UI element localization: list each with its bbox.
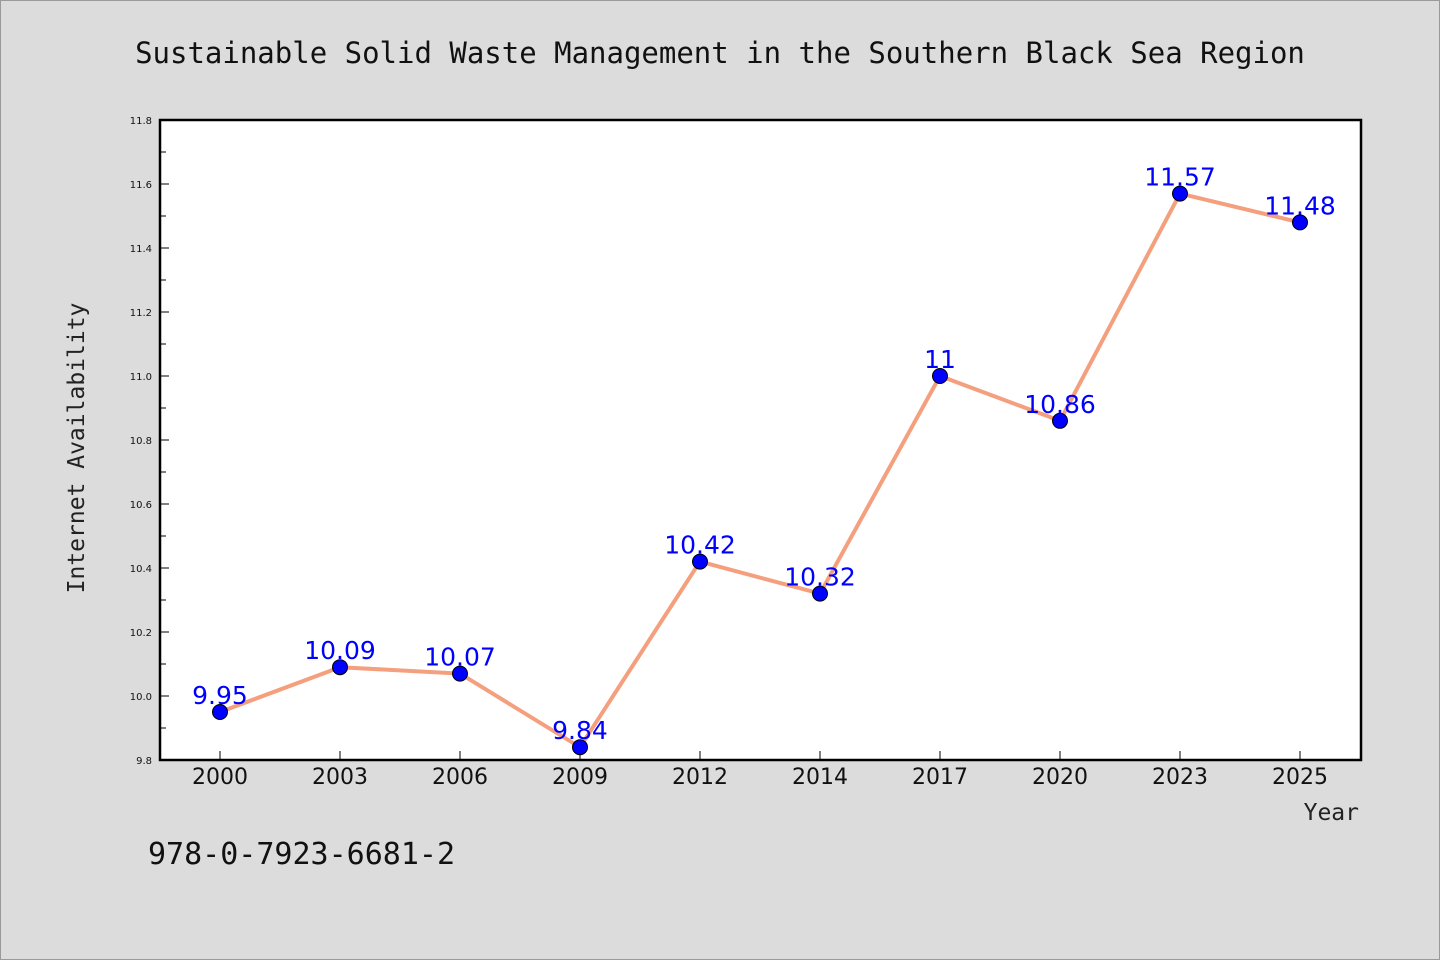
y-tick-label: 11.4 [130, 244, 152, 255]
x-tick-label: 2014 [792, 765, 848, 790]
y-tick-label: 10.2 [130, 628, 152, 639]
data-point [212, 704, 228, 720]
data-label: 11.57 [1144, 163, 1216, 192]
series-line [218, 191, 1302, 750]
y-tick-label: 10.4 [130, 564, 152, 575]
data-point [572, 739, 588, 756]
x-tick-label: 2012 [672, 765, 728, 790]
data-label: 9.95 [192, 681, 248, 710]
data-label: 9.84 [552, 716, 608, 745]
data-point [1292, 214, 1308, 231]
y-tick-label: 10.0 [130, 692, 152, 703]
y-tick-label: 11.8 [130, 116, 152, 127]
data-point [1172, 185, 1188, 202]
data-labels: 9.95 10.09 10.07 9.84 10.42 10.32 11 10.86 11.57… [192, 163, 1336, 746]
x-tick-label: 2020 [1032, 765, 1088, 790]
x-tick-label: 2000 [192, 765, 248, 790]
y-tick-label: 11.2 [130, 308, 152, 319]
x-axis: 2000 2003 2006 2009 2012 2014 2017 2020 2023 2025 [192, 751, 1328, 790]
x-tick-label: 2023 [1152, 765, 1208, 790]
data-point [1052, 412, 1068, 429]
y-tick-label: 9.8 [136, 756, 152, 767]
data-label: 11.48 [1264, 191, 1336, 220]
data-label: 10.42 [664, 531, 736, 560]
x-tick-label: 2003 [312, 765, 368, 790]
data-point [932, 368, 948, 384]
x-tick-label: 2006 [432, 765, 488, 790]
data-label: 10.09 [304, 636, 376, 665]
chart-title: Sustainable Solid Waste Management in th… [135, 36, 1305, 70]
y-tick-label: 10.8 [130, 436, 152, 447]
x-axis-title: Year [1304, 800, 1359, 826]
y-axis-title: Internet Availability [64, 303, 90, 594]
y-tick-label: 11.6 [130, 180, 152, 191]
data-label: 10.86 [1024, 390, 1096, 419]
y-tick-label: 11.0 [130, 372, 152, 383]
data-point [692, 553, 708, 570]
data-point [812, 585, 828, 602]
data-label: 10.07 [424, 643, 496, 672]
y-tick-label: 10.6 [130, 500, 152, 511]
data-point [452, 665, 468, 682]
y-axis: 9.8 10.0 10.2 10.4 10.6 10.8 11.0 11.2 11.4 11.6 1… [130, 116, 169, 767]
footnote-code: 978-0-7923-6681-2 [148, 837, 455, 872]
plot-border [158, 118, 1363, 762]
data-label: 10.32 [784, 563, 856, 592]
x-tick-label: 2017 [912, 765, 968, 790]
x-tick-label: 2009 [552, 765, 608, 790]
series-layer [212, 185, 1308, 756]
data-point [332, 659, 348, 676]
data-label: 11 [924, 345, 956, 374]
x-tick-label: 2025 [1272, 765, 1328, 790]
